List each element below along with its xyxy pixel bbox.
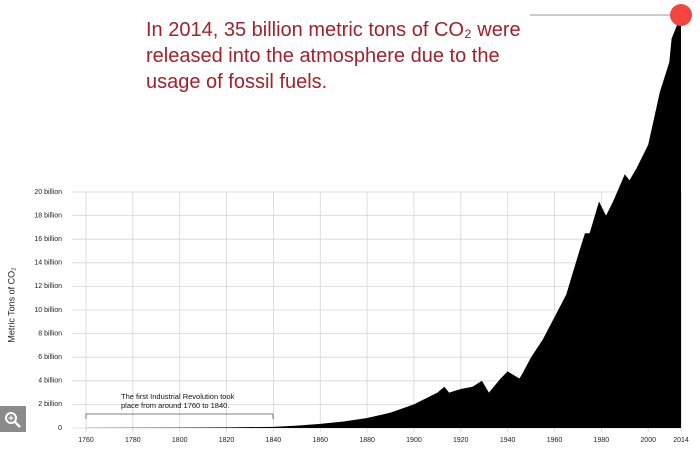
x-tick-label: 1840 (266, 437, 282, 444)
annotation: In 2014, 35 billion metric tons of CO₂ w… (146, 19, 521, 41)
x-tick-label: 2000 (640, 437, 656, 444)
y-axis-label: Metric Tons of CO₂ (6, 267, 16, 343)
x-tick-label: 2014 (673, 437, 689, 444)
x-tick-label: 1800 (172, 437, 188, 444)
y-tick-label: 2 billion (38, 401, 62, 408)
zoom-button[interactable] (0, 406, 26, 432)
y-tick-label: 6 billion (38, 354, 62, 361)
note: place from around 1760 to 1840. (121, 401, 229, 410)
x-tick-label: 1940 (500, 437, 516, 444)
x-tick-label: 1920 (453, 437, 469, 444)
y-tick-label: 0 (58, 425, 62, 432)
x-tick-label: 1900 (406, 437, 422, 444)
annotation: usage of fossil fuels. (146, 71, 327, 93)
x-tick-label: 1960 (547, 437, 563, 444)
y-tick-label: 12 billion (34, 283, 62, 290)
highlight-point (670, 4, 692, 26)
y-tick-label: 16 billion (34, 236, 62, 243)
y-tick-label: 8 billion (38, 330, 62, 337)
x-tick-label: 1820 (219, 437, 235, 444)
bracket (85, 413, 274, 419)
y-tick-label: 4 billion (38, 378, 62, 385)
x-tick-label: 1980 (594, 437, 610, 444)
y-tick-label: 10 billion (34, 307, 62, 314)
area (86, 15, 681, 428)
x-tick-label: 1760 (78, 437, 94, 444)
note: The first Industrial Revolution took (121, 392, 235, 401)
y-tick-label: 20 billion (34, 189, 62, 196)
annotation: released into the atmosphere due to the (146, 45, 500, 67)
y-tick-label: 18 billion (34, 212, 62, 219)
y-tick-label: 14 billion (34, 260, 62, 267)
x-tick-label: 1880 (359, 437, 375, 444)
x-tick-label: 1780 (125, 437, 141, 444)
plot (86, 4, 692, 428)
x-tick-label: 1860 (312, 437, 328, 444)
